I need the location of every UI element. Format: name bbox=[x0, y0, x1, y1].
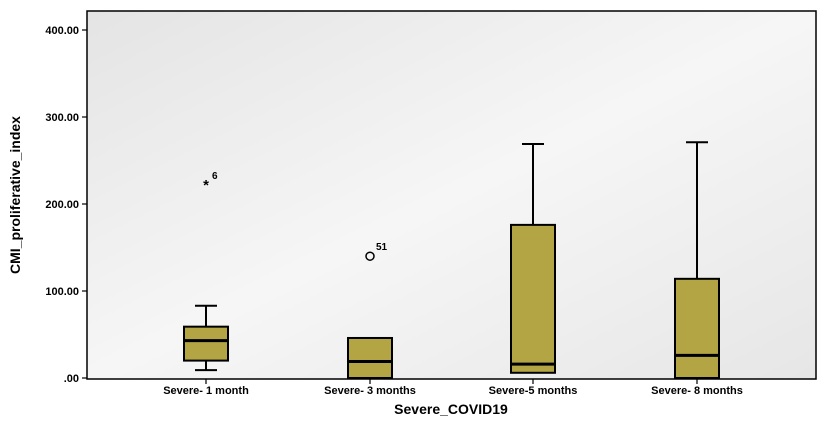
box-series: *6 51 bbox=[183, 141, 720, 380]
x-axis: Severe- 1 month Severe- 3 months Severe-5 … bbox=[163, 379, 743, 397]
box-3-iqr bbox=[674, 277, 720, 380]
x-tick-label-3: Severe- 8 months bbox=[651, 385, 743, 397]
y-tick-label-2: 200.00 bbox=[45, 199, 79, 211]
x-tick-label-2: Severe-5 months bbox=[489, 385, 578, 397]
box-2-iqr bbox=[510, 223, 556, 374]
y-tick-label-1: 100.00 bbox=[45, 286, 79, 298]
box-1-outlier-0-label: 51 bbox=[376, 242, 388, 253]
box-0: *6 bbox=[183, 171, 229, 372]
x-axis-title: Severe_COVID19 bbox=[394, 401, 508, 417]
box-2 bbox=[510, 142, 556, 374]
y-axis-title: CMI_proliferative_index bbox=[7, 116, 23, 274]
y-tick-label-4: 400.00 bbox=[45, 25, 79, 37]
x-tick-label-1: Severe- 3 months bbox=[324, 385, 416, 397]
y-tick-label-0: .00 bbox=[64, 373, 79, 385]
box-0-iqr bbox=[183, 325, 229, 362]
box-3 bbox=[674, 141, 720, 380]
box-0-outlier-0: * bbox=[203, 177, 209, 194]
y-axis: .00 100.00 200.00 300.00 400.00 bbox=[45, 25, 87, 385]
x-tick-label-0: Severe- 1 month bbox=[163, 385, 249, 397]
box-1-iqr bbox=[347, 336, 393, 380]
y-tick-label-3: 300.00 bbox=[45, 112, 79, 124]
box-0-outlier-0-label: 6 bbox=[212, 171, 218, 182]
box-1: 51 bbox=[347, 242, 393, 380]
box-1-outlier-0 bbox=[365, 251, 375, 261]
